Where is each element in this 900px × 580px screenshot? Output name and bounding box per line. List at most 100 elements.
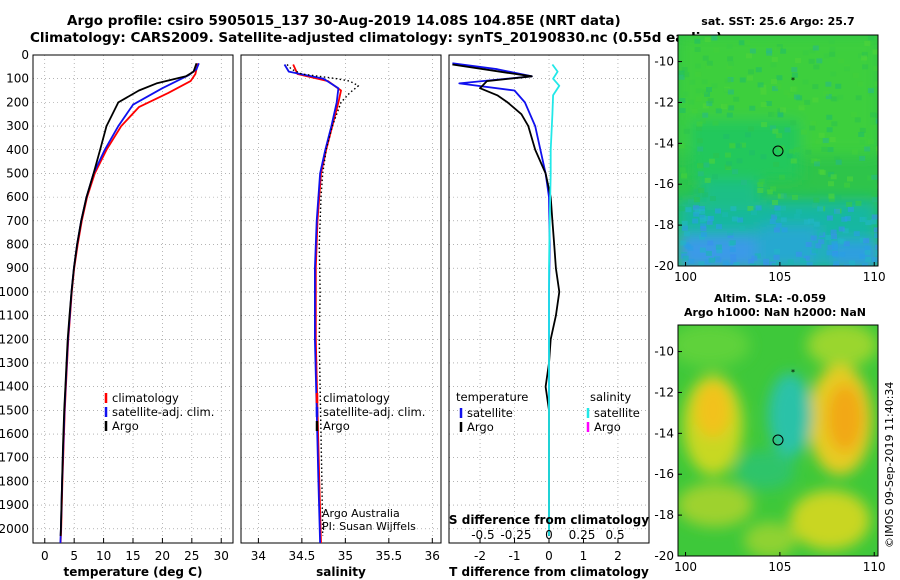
sst-pixel <box>782 264 789 266</box>
sst-pixel <box>704 216 711 221</box>
sst-pixel <box>859 155 866 161</box>
sst-pixel <box>861 51 868 57</box>
sst-pixel <box>679 167 686 173</box>
sst-pixel <box>749 263 756 266</box>
sst-pixel <box>699 118 706 124</box>
sst-pixel <box>682 255 689 261</box>
sst-pixel <box>738 40 745 46</box>
x2-tick-label: 0.5 <box>606 528 625 542</box>
sst-pixel <box>766 48 773 54</box>
sst-pixel <box>702 112 709 118</box>
sst-pixel <box>678 70 685 76</box>
sst-pixel <box>715 257 722 263</box>
sst-speckle <box>678 35 878 266</box>
sst-pixel <box>812 84 819 90</box>
sst-pixel <box>711 35 718 41</box>
sst-pixel <box>739 77 746 83</box>
temperature-panel: 0 5 10 15 20 25 300100200300400500600700800900… <box>0 48 234 579</box>
y-tick-label: 1100 <box>0 309 29 323</box>
sst-pixel <box>702 192 709 198</box>
sst-pixel <box>715 108 722 114</box>
sst-pixel <box>683 128 690 134</box>
legend-label: satellite <box>467 406 513 420</box>
sst-pixel <box>774 248 780 254</box>
sst-pixel <box>699 247 706 253</box>
credit-line: PI: Susan Wijffels <box>322 520 416 533</box>
sst-pixel <box>736 158 743 164</box>
sst-pixel <box>864 146 871 152</box>
sst-pixel <box>869 91 875 97</box>
x-tick-label: 20 <box>155 549 170 563</box>
sst-pixel <box>861 55 868 61</box>
y-tick-label: 1500 <box>0 403 29 417</box>
sst-pixel <box>829 137 836 142</box>
sst-pixel <box>780 48 787 54</box>
sst-pixel <box>780 193 787 199</box>
sst-pixel <box>828 193 835 199</box>
sst-pixel <box>870 219 877 225</box>
sst-pixel <box>757 182 764 188</box>
sst-pixel <box>698 206 705 211</box>
map-x-tick-label: 110 <box>863 560 886 574</box>
sst-pixel <box>726 64 733 70</box>
sst-pixel <box>837 238 844 244</box>
sst-pixel <box>839 251 846 257</box>
legend-label: satellite <box>594 406 640 420</box>
map-y-tick-label: -18 <box>654 218 674 232</box>
sst-pixel <box>815 139 822 145</box>
sla-map: Altim. SLA: -0.059 Argo h1000: NaN h2000… <box>654 292 885 574</box>
sst-pixel <box>780 107 786 113</box>
sst-pixel <box>817 230 824 236</box>
sst-pixel <box>870 112 877 118</box>
sst-pixel <box>823 91 829 96</box>
sst-pixel <box>740 180 747 185</box>
sst-pixel <box>689 79 696 85</box>
sst-pixel <box>760 154 767 160</box>
sst-pixel <box>765 101 772 106</box>
y-tick-label: 500 <box>6 166 29 180</box>
sst-pixel <box>846 201 853 207</box>
legend-label: satellite-adj. clim. <box>112 405 214 419</box>
sst-pixel <box>739 226 746 231</box>
sst-pixel <box>798 105 805 111</box>
sst-pixel <box>872 66 878 72</box>
sst-pixel <box>777 112 784 118</box>
sst-pixel <box>696 113 703 119</box>
sst-pixel <box>803 255 810 261</box>
sst-pixel <box>773 227 780 233</box>
sst-pixel <box>847 206 854 212</box>
sst-pixel <box>726 262 733 266</box>
y-tick-label: 1700 <box>0 451 29 465</box>
sst-pixel <box>770 125 776 131</box>
sst-pixel <box>772 86 778 92</box>
map-y-tick-label: -14 <box>654 426 674 440</box>
y-tick-label: 200 <box>6 95 29 109</box>
sst-pixel <box>826 250 833 256</box>
y-tick-label: 600 <box>6 190 29 204</box>
sst-pixel <box>707 98 714 104</box>
sla-map-axes: 100 105 110 -10 -12 -14 -16 -18 -20 <box>654 345 885 574</box>
sst-pixel <box>844 66 850 72</box>
sst-pixel <box>822 138 829 143</box>
sst-pixel <box>828 181 834 187</box>
sst-pixel <box>774 46 781 52</box>
sst-pixel <box>800 258 806 264</box>
x-axis-label: T difference from climatology <box>449 565 649 579</box>
series-line-satellite <box>452 62 551 536</box>
sst-pixel <box>795 209 802 215</box>
sst-pixel <box>810 235 817 241</box>
y-tick-label: 900 <box>6 261 29 275</box>
sst-pixel <box>770 62 777 68</box>
sst-pixel <box>825 81 832 87</box>
sst-pixel <box>834 208 840 214</box>
sst-pixel <box>737 217 744 223</box>
sst-pixel <box>692 218 699 224</box>
sst-pixel <box>838 226 845 232</box>
sst-pixel <box>723 87 730 93</box>
sst-pixel <box>864 245 871 251</box>
sst-pixel <box>769 204 776 210</box>
sst-pixel <box>812 203 819 209</box>
legend-label: Argo <box>594 420 621 434</box>
sst-pixel <box>708 257 715 263</box>
sst-pixel <box>715 244 722 250</box>
